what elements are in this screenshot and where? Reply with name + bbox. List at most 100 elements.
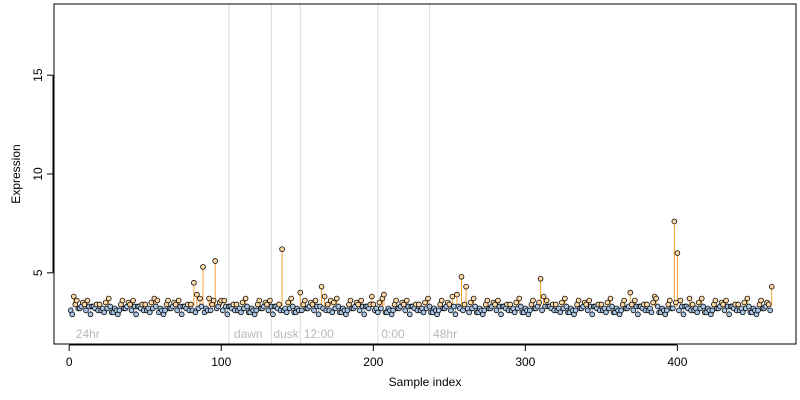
data-point bbox=[142, 301, 149, 308]
data-point bbox=[406, 311, 413, 318]
data-point bbox=[536, 299, 542, 306]
data-point bbox=[191, 279, 197, 286]
data-point bbox=[130, 297, 136, 304]
data-point bbox=[355, 301, 361, 308]
data-point bbox=[498, 311, 504, 318]
data-point bbox=[467, 299, 474, 306]
data-point bbox=[694, 309, 700, 316]
data-point bbox=[721, 307, 728, 314]
data-point bbox=[83, 307, 89, 314]
data-point bbox=[744, 295, 751, 302]
data-point bbox=[584, 307, 591, 314]
data-point bbox=[654, 303, 661, 310]
data-point bbox=[276, 301, 282, 308]
data-point bbox=[484, 297, 491, 304]
data-point bbox=[466, 309, 472, 316]
y-tick-label: 5 bbox=[31, 269, 45, 276]
data-point bbox=[425, 295, 431, 302]
data-point bbox=[726, 311, 732, 318]
data-point bbox=[695, 299, 702, 306]
data-point bbox=[628, 301, 635, 308]
x-tick-label: 100 bbox=[211, 355, 231, 369]
data-point bbox=[127, 301, 133, 308]
data-point bbox=[422, 299, 428, 306]
data-point bbox=[575, 297, 582, 304]
data-point bbox=[370, 301, 377, 308]
data-point bbox=[84, 297, 91, 304]
data-point bbox=[449, 293, 456, 300]
data-point bbox=[256, 297, 263, 304]
data-point bbox=[400, 301, 407, 308]
data-point bbox=[460, 307, 466, 314]
data-point bbox=[368, 293, 375, 300]
data-point bbox=[207, 307, 214, 314]
data-point bbox=[375, 309, 381, 316]
data-point bbox=[563, 303, 570, 310]
data-point bbox=[200, 264, 206, 270]
data-point bbox=[381, 291, 387, 298]
data-point bbox=[96, 301, 103, 308]
data-point bbox=[288, 295, 294, 302]
plot-frame bbox=[53, 3, 797, 345]
data-point bbox=[376, 299, 383, 306]
data-point bbox=[673, 299, 679, 306]
data-point bbox=[604, 299, 611, 306]
data-point bbox=[192, 309, 199, 316]
data-point bbox=[630, 307, 637, 314]
data-point bbox=[188, 301, 194, 308]
data-point bbox=[172, 301, 179, 308]
data-point bbox=[621, 297, 627, 304]
data-point bbox=[666, 297, 673, 304]
data-point bbox=[511, 309, 518, 316]
y-tick-label: 15 bbox=[31, 68, 45, 82]
data-point bbox=[426, 303, 433, 310]
data-point bbox=[175, 297, 182, 304]
data-point bbox=[344, 307, 351, 314]
data-point bbox=[516, 295, 523, 302]
data-point bbox=[297, 289, 304, 296]
data-point bbox=[559, 299, 565, 306]
data-point bbox=[540, 293, 547, 300]
data-point bbox=[543, 297, 550, 304]
data-point bbox=[720, 301, 726, 308]
data-point bbox=[318, 283, 325, 290]
data-point bbox=[723, 297, 729, 304]
data-point bbox=[239, 299, 246, 306]
data-point bbox=[253, 307, 260, 314]
data-point bbox=[289, 303, 296, 310]
data-point bbox=[148, 299, 155, 306]
data-point bbox=[635, 311, 641, 318]
data-point bbox=[493, 307, 500, 314]
data-point bbox=[680, 311, 687, 318]
data-point bbox=[242, 295, 249, 302]
data-point bbox=[102, 299, 109, 306]
data-point bbox=[618, 307, 624, 314]
data-point bbox=[458, 273, 465, 280]
data-point bbox=[390, 307, 396, 314]
data-point bbox=[513, 299, 520, 306]
data-point bbox=[128, 307, 135, 314]
data-point bbox=[454, 291, 460, 298]
x-tick-label: 400 bbox=[667, 355, 687, 369]
y-tick-label: 10 bbox=[31, 167, 45, 181]
data-point bbox=[194, 291, 200, 298]
data-point bbox=[557, 309, 564, 316]
data-point bbox=[321, 293, 328, 300]
data-point bbox=[539, 307, 545, 314]
data-point bbox=[206, 295, 212, 302]
data-point bbox=[285, 299, 291, 306]
data-point bbox=[653, 295, 659, 302]
data-point bbox=[402, 307, 409, 314]
data-point bbox=[735, 301, 742, 308]
annotation-label: dawn bbox=[234, 327, 263, 341]
data-point bbox=[153, 303, 159, 310]
data-point bbox=[463, 283, 469, 290]
data-point bbox=[755, 307, 761, 314]
data-point bbox=[663, 307, 670, 314]
data-point bbox=[452, 311, 459, 318]
data-point bbox=[648, 309, 655, 316]
data-point bbox=[572, 307, 579, 314]
data-point bbox=[299, 307, 305, 314]
data-point bbox=[446, 301, 453, 308]
annotation-label: 0:00 bbox=[381, 327, 405, 341]
